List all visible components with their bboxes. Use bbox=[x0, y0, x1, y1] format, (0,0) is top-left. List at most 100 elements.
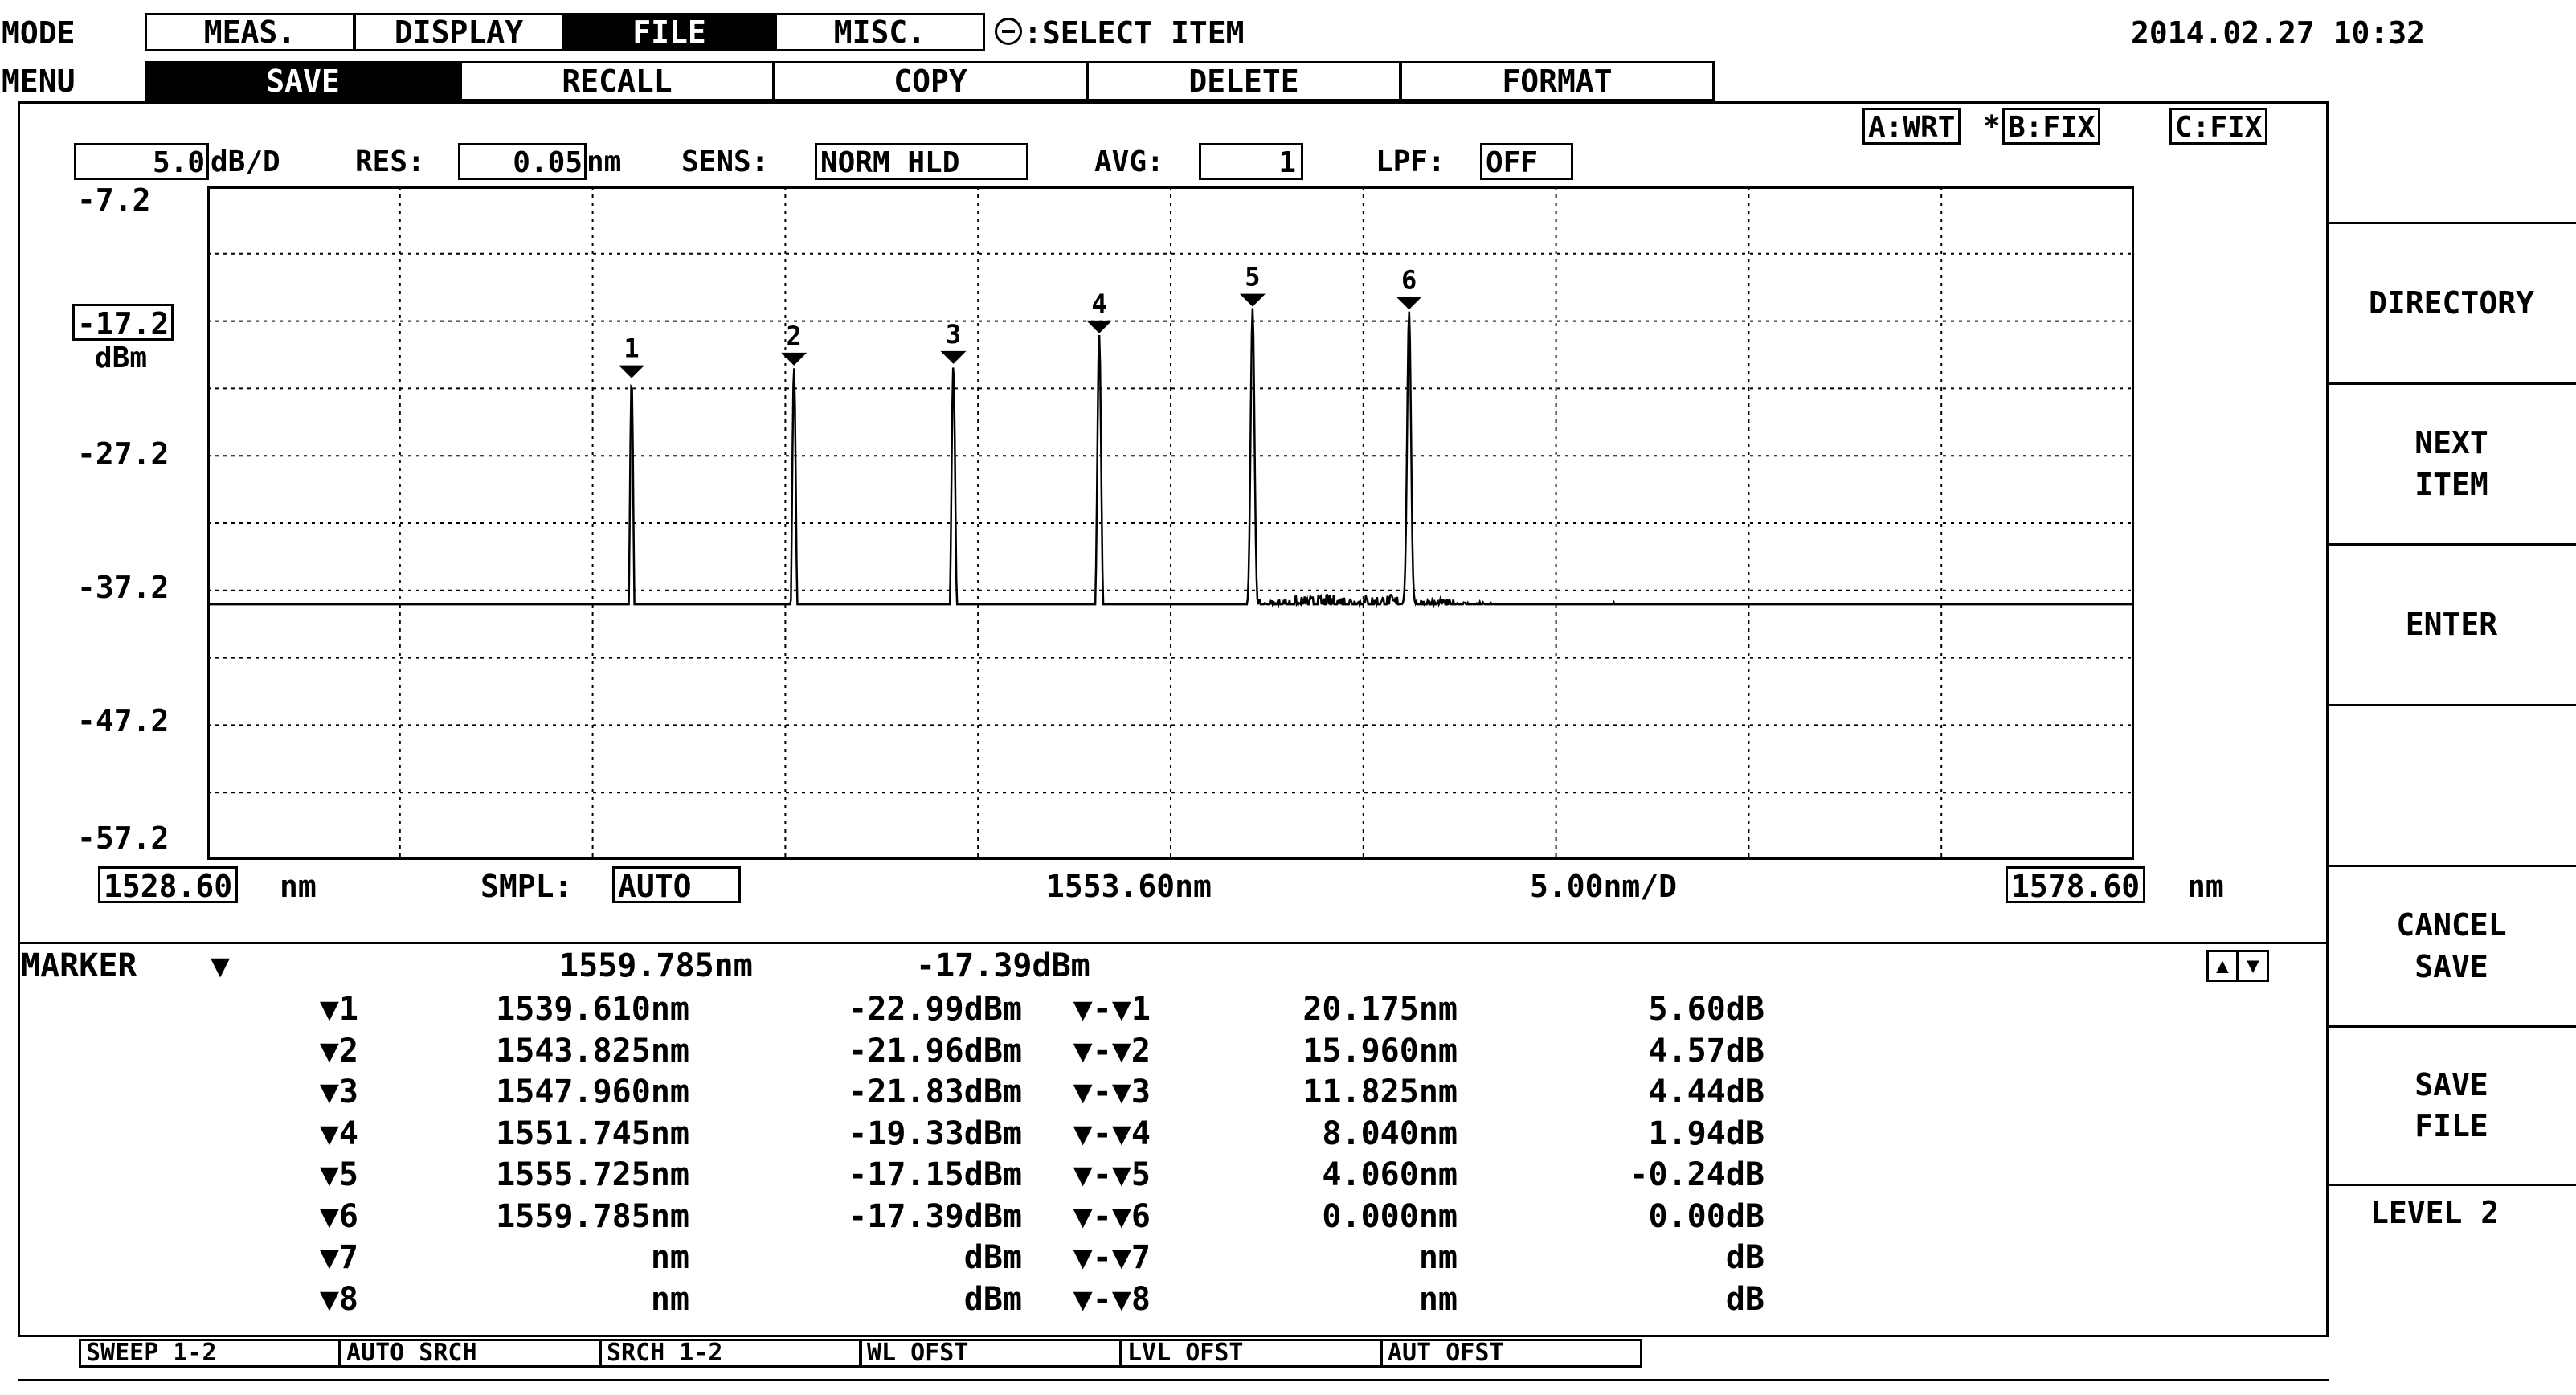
cancel-save-button[interactable]: CANCEL SAVE bbox=[2327, 865, 2576, 1025]
tab-display[interactable]: DISPLAY bbox=[354, 13, 564, 51]
marker-cell-lvl: -19.33dBm bbox=[848, 1115, 1022, 1152]
marker-cell-diff: ▼-▼1 bbox=[1073, 991, 1151, 1028]
tab-file-label: FILE bbox=[632, 14, 706, 50]
marker-cell-id[interactable]: ▼7 bbox=[319, 1239, 358, 1276]
lpf-label: LPF: bbox=[1376, 145, 1445, 178]
tab-meas[interactable]: MEAS. bbox=[145, 13, 355, 51]
marker-cell-id[interactable]: ▼4 bbox=[319, 1115, 358, 1152]
knob-icon bbox=[995, 18, 1022, 45]
spectrum-trace bbox=[207, 308, 2134, 609]
marker-cell-wl: 1559.785nm bbox=[496, 1197, 689, 1235]
marker-cell-id[interactable]: ▼3 bbox=[319, 1074, 358, 1111]
lpf-value[interactable]: OFF bbox=[1480, 143, 1573, 180]
stop-wavelength[interactable]: 1578.60 bbox=[2006, 866, 2146, 903]
ref-unit: dBm bbox=[95, 342, 148, 374]
scale-value[interactable]: 5.0 bbox=[74, 143, 209, 180]
peak-markers: 1 2 3 4 5 6 bbox=[619, 262, 1422, 378]
softkey-srch[interactable]: SRCH 1-2 bbox=[599, 1339, 861, 1368]
menu-recall-label: RECALL bbox=[562, 63, 673, 99]
res-value[interactable]: 0.05 bbox=[458, 143, 587, 180]
marker-cell-dwl: nm bbox=[1418, 1239, 1458, 1276]
marker-cell-wl: 1551.745nm bbox=[496, 1115, 689, 1152]
level-indicator: LEVEL 2 bbox=[2370, 1195, 2500, 1230]
menu-recall[interactable]: RECALL bbox=[460, 61, 775, 101]
menu-save[interactable]: SAVE bbox=[145, 61, 461, 101]
y-tick: -7.2 bbox=[77, 182, 151, 218]
y-tick: -47.2 bbox=[77, 703, 170, 738]
marker-cell-dlvl: dB bbox=[1725, 1280, 1764, 1318]
smpl-label: SMPL: bbox=[480, 869, 573, 904]
marker-cell-id[interactable]: ▼8 bbox=[319, 1280, 358, 1318]
tab-misc[interactable]: MISC. bbox=[775, 13, 985, 51]
avg-value[interactable]: 1 bbox=[1199, 143, 1303, 180]
side-panel bbox=[2327, 101, 2576, 1337]
tab-meas-label: MEAS. bbox=[203, 14, 296, 50]
marker-cell-lvl: -17.15dBm bbox=[848, 1156, 1022, 1193]
marker-cell-id[interactable]: ▼6 bbox=[319, 1197, 358, 1235]
active-marker-lvl: -17.39dBm bbox=[916, 947, 1090, 984]
marker-cell-diff: ▼-▼8 bbox=[1073, 1280, 1151, 1318]
scroll-down-icon[interactable]: ▼ bbox=[2237, 950, 2269, 982]
peak-marker-icon bbox=[619, 365, 645, 378]
softkey-auto-srch[interactable]: AUTO SRCH bbox=[339, 1339, 601, 1368]
start-wavelength[interactable]: 1528.60 bbox=[98, 866, 239, 903]
directory-button[interactable]: DIRECTORY bbox=[2327, 222, 2576, 382]
softkey-lvl-ofst[interactable]: LVL OFST bbox=[1120, 1339, 1382, 1368]
sens-value[interactable]: NORM HLD bbox=[815, 143, 1028, 180]
scroll-up-icon[interactable]: ▲ bbox=[2206, 950, 2239, 982]
smpl-value[interactable]: AUTO bbox=[612, 866, 741, 903]
marker-cell-dlvl: -0.24dB bbox=[1629, 1156, 1764, 1193]
softkey-sweep[interactable]: SWEEP 1-2 bbox=[79, 1339, 341, 1368]
y-tick: -37.2 bbox=[77, 570, 170, 605]
marker-cell-dwl: 8.040nm bbox=[1322, 1115, 1458, 1152]
marker-menu-icon[interactable]: ▼ bbox=[211, 947, 231, 984]
marker-cell-id[interactable]: ▼2 bbox=[319, 1032, 358, 1070]
marker-cell-dlvl: 4.44dB bbox=[1648, 1074, 1765, 1111]
marker-cell-lvl: -21.83dBm bbox=[848, 1074, 1022, 1111]
peak-marker-label: 5 bbox=[1245, 262, 1260, 292]
trace-b[interactable]: B:FIX bbox=[2002, 108, 2101, 145]
menu-format[interactable]: FORMAT bbox=[1400, 61, 1715, 101]
datetime: 2014.02.27 10:32 bbox=[2131, 15, 2426, 51]
start-unit: nm bbox=[280, 869, 317, 904]
span: 5.00nm/D bbox=[1530, 869, 1678, 904]
chart-border bbox=[207, 186, 2134, 860]
next-item-button[interactable]: NEXT ITEM bbox=[2327, 382, 2576, 543]
marker-cell-wl: 1539.610nm bbox=[496, 991, 689, 1028]
marker-label: MARKER bbox=[21, 947, 137, 984]
tab-display-label: DISPLAY bbox=[394, 14, 524, 50]
select-item-hint: :SELECT ITEM bbox=[1024, 15, 1245, 51]
divider bbox=[18, 942, 2329, 944]
marker-cell-lvl: dBm bbox=[963, 1239, 1022, 1276]
marker-cell-id[interactable]: ▼5 bbox=[319, 1156, 358, 1193]
trace-active-marker: * bbox=[1983, 110, 2001, 143]
softkey-aut-ofst[interactable]: AUT OFST bbox=[1380, 1339, 1642, 1368]
chart-grid bbox=[207, 186, 2134, 860]
menu-format-label: FORMAT bbox=[1502, 63, 1613, 99]
blank-button[interactable] bbox=[2327, 704, 2576, 865]
tab-file[interactable]: FILE bbox=[562, 13, 776, 51]
ref-level[interactable]: -17.2 bbox=[72, 304, 174, 341]
marker-cell-dwl: 15.960nm bbox=[1302, 1032, 1458, 1070]
peak-marker-icon bbox=[1396, 297, 1422, 310]
softkey-wl-ofst[interactable]: WL OFST bbox=[860, 1339, 1122, 1368]
res-label: RES: bbox=[355, 145, 425, 178]
y-tick: -27.2 bbox=[77, 436, 170, 472]
trace-c[interactable]: C:FIX bbox=[2169, 108, 2268, 145]
marker-cell-wl: nm bbox=[650, 1280, 689, 1318]
enter-button[interactable]: ENTER bbox=[2327, 543, 2576, 704]
trace-a[interactable]: A:WRT bbox=[1862, 108, 1961, 145]
marker-cell-diff: ▼-▼5 bbox=[1073, 1156, 1151, 1193]
spectrum-chart[interactable]: 1 2 3 4 5 6 bbox=[207, 186, 2134, 860]
avg-label: AVG: bbox=[1094, 145, 1164, 178]
marker-cell-lvl: dBm bbox=[963, 1280, 1022, 1318]
menu-delete[interactable]: DELETE bbox=[1086, 61, 1401, 101]
marker-cell-wl: 1543.825nm bbox=[496, 1032, 689, 1070]
marker-cell-wl: 1547.960nm bbox=[496, 1074, 689, 1111]
sens-label: SENS: bbox=[681, 145, 769, 178]
menu-copy[interactable]: COPY bbox=[773, 61, 1088, 101]
marker-cell-dlvl: 1.94dB bbox=[1648, 1115, 1765, 1152]
save-file-button[interactable]: SAVE FILE bbox=[2327, 1025, 2576, 1186]
stop-unit: nm bbox=[2187, 869, 2224, 904]
marker-cell-id[interactable]: ▼1 bbox=[319, 991, 358, 1028]
